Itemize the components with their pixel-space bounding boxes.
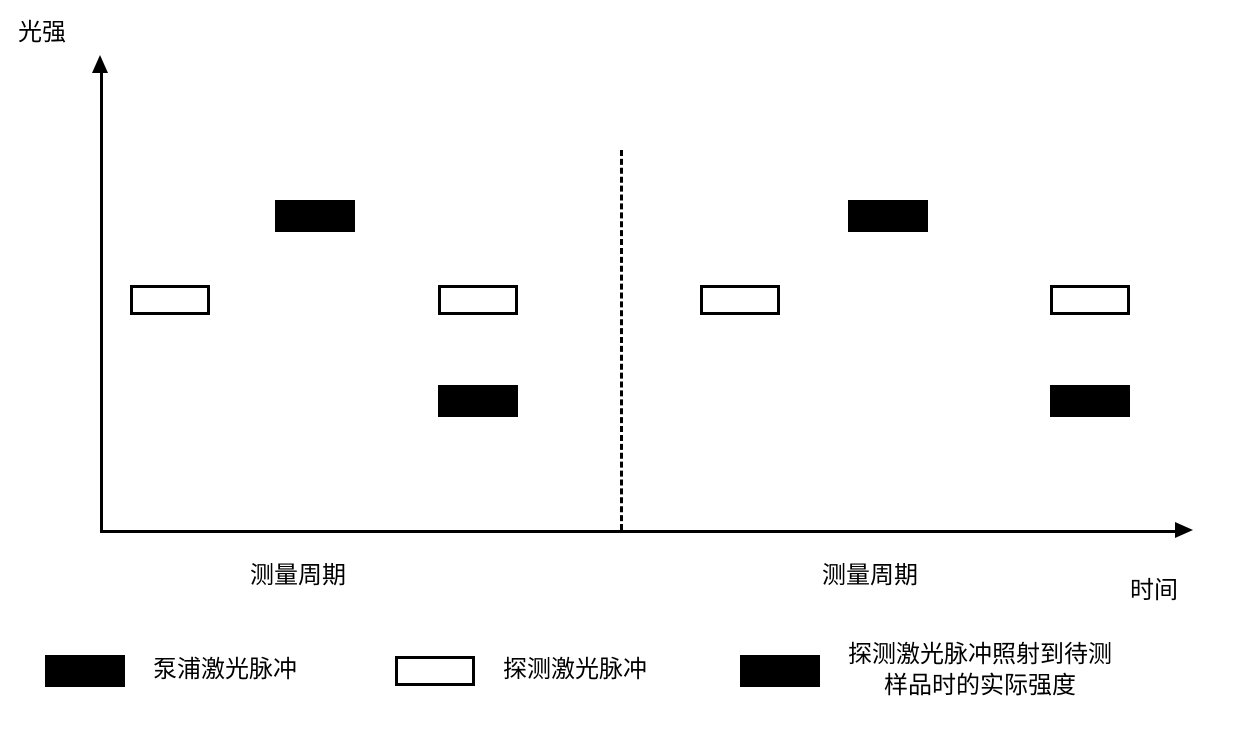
pulse-rect [130, 285, 210, 315]
pulse-rect [1050, 285, 1130, 315]
pulse-rect [438, 385, 518, 417]
y-axis-arrow [92, 55, 108, 73]
legend-item: 探测激光脉冲 [395, 655, 647, 686]
period-label: 测量周期 [822, 555, 918, 590]
pulse-rect [700, 285, 780, 315]
legend-swatch [395, 656, 475, 686]
x-axis [100, 530, 1180, 533]
diagram-container: 光强 时间 测量周期 测量周期 泵浦激光脉冲 探测激光脉冲 探测激光脉冲照射到待测 样… [0, 0, 1239, 733]
pulse-rect [1050, 385, 1130, 417]
y-axis-label: 光强 [18, 12, 66, 47]
period-divider [620, 150, 623, 530]
legend-text: 泵浦激光脉冲 [153, 655, 297, 686]
legend-swatch [45, 655, 125, 687]
x-axis-label: 时间 [1130, 570, 1178, 605]
legend-text: 探测激光脉冲照射到待测 样品时的实际强度 [848, 640, 1112, 702]
pulse-rect [275, 200, 355, 232]
y-axis [100, 70, 103, 530]
pulse-rect [438, 285, 518, 315]
legend-item: 探测激光脉冲照射到待测 样品时的实际强度 [740, 640, 1112, 702]
legend-swatch [740, 655, 820, 687]
legend-text: 探测激光脉冲 [503, 655, 647, 686]
pulse-rect [848, 200, 928, 232]
period-label: 测量周期 [250, 555, 346, 590]
x-axis-arrow [1175, 522, 1193, 538]
legend-item: 泵浦激光脉冲 [45, 655, 297, 687]
